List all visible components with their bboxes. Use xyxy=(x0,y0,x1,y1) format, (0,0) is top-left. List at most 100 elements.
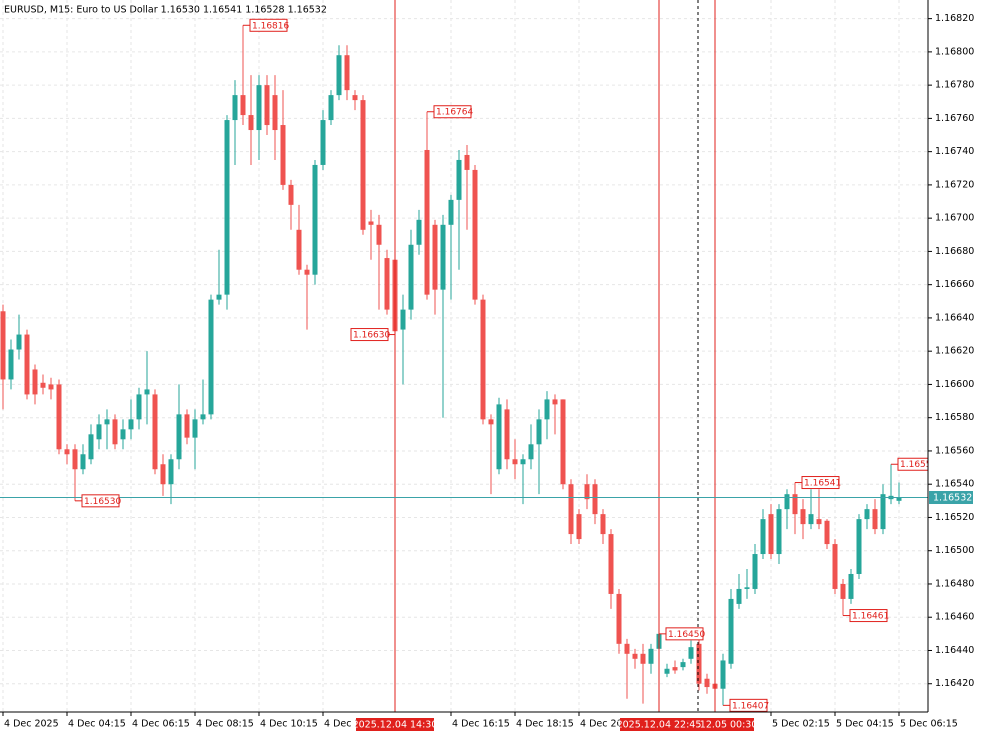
time-marker-label: 2025.12.05 00:30 xyxy=(673,720,758,731)
candle-body xyxy=(248,115,254,131)
x-tick-label: 5 Dec 02:15 xyxy=(772,719,830,730)
price-label: 1.16541 xyxy=(804,479,841,489)
candle-body xyxy=(136,394,142,420)
candle-body xyxy=(256,85,262,131)
candle-body xyxy=(816,519,822,525)
x-tick-label: 4 Dec 2025 xyxy=(4,719,59,730)
y-tick-label: 1.16780 xyxy=(935,80,974,91)
candle-body xyxy=(232,95,238,121)
candle-body xyxy=(104,419,110,425)
candle-body xyxy=(752,554,758,589)
x-tick-label: 4 Dec 06:15 xyxy=(132,719,190,730)
candle-body xyxy=(824,520,830,545)
price-label: 1.16461 xyxy=(852,612,889,622)
price-label-box xyxy=(350,328,389,342)
price-label-box xyxy=(81,494,120,508)
price-label-box xyxy=(433,105,472,119)
price-label: 1.16450 xyxy=(668,630,705,640)
candle-body xyxy=(152,394,158,470)
candle-body xyxy=(272,95,278,131)
price-label-box xyxy=(249,18,288,32)
candle-body xyxy=(608,534,614,594)
candle-body xyxy=(408,244,414,310)
x-tick-label: 4 Dec 18:15 xyxy=(516,719,574,730)
candle-body xyxy=(664,668,670,674)
candle-body xyxy=(48,384,54,390)
y-tick-label: 1.16460 xyxy=(935,612,974,623)
y-tick-label: 1.16680 xyxy=(935,246,974,257)
x-tick-label: 5 Dec 04:15 xyxy=(836,719,894,730)
candle-body xyxy=(872,509,878,530)
candle-body xyxy=(880,494,886,530)
candle-body xyxy=(176,414,182,460)
y-tick-label: 1.16500 xyxy=(935,545,974,556)
y-tick-label: 1.16760 xyxy=(935,113,974,124)
candle-body xyxy=(168,459,174,485)
candle-body xyxy=(312,164,318,275)
y-tick-label: 1.16440 xyxy=(935,645,974,656)
candle-body xyxy=(784,494,790,510)
x-tick-label: 4 Dec 20:15 xyxy=(580,719,638,730)
candle-body xyxy=(584,484,590,500)
candle-body xyxy=(128,419,134,430)
candle-body xyxy=(560,399,566,485)
candle-body xyxy=(296,229,302,270)
price-label: 1.16630 xyxy=(353,331,390,341)
candle-body xyxy=(728,598,734,664)
candle-body xyxy=(208,299,214,415)
price-label: 1.16407 xyxy=(732,701,769,711)
candle-body xyxy=(776,509,782,555)
candle-body xyxy=(8,349,14,380)
candle-body xyxy=(456,159,462,200)
plot-area: 1.16816 1.16764 1.16630 1.16530 1.16450 1.164… xyxy=(0,0,937,712)
price-label: 1.16764 xyxy=(436,108,473,118)
candle-body xyxy=(368,221,374,225)
price-label: 1.16552 xyxy=(900,460,937,470)
candle-body xyxy=(264,85,270,126)
price-label-box xyxy=(729,698,768,712)
y-tick-label: 1.16660 xyxy=(935,279,974,290)
candle-body xyxy=(24,334,30,395)
candle-body xyxy=(696,643,702,684)
price-label-box xyxy=(665,627,704,641)
candle-body xyxy=(56,384,62,450)
x-tick-label: 4 Dec 04:15 xyxy=(68,719,126,730)
candle-body xyxy=(832,544,838,589)
candle-body xyxy=(768,514,774,555)
candle-body xyxy=(760,519,766,555)
last-price-box xyxy=(929,491,973,505)
candle-body xyxy=(400,309,406,330)
candle-body xyxy=(544,399,550,420)
y-tick-label: 1.16540 xyxy=(935,479,974,490)
candle-body xyxy=(288,184,294,205)
candle-body xyxy=(360,100,366,230)
time-marker-label: 2025.12.04 14:30 xyxy=(353,720,438,731)
candle-body xyxy=(792,494,798,515)
candle-body xyxy=(432,224,438,290)
candle-body xyxy=(424,149,430,295)
candle-body xyxy=(320,120,326,165)
candle-body xyxy=(624,643,630,654)
candle-body xyxy=(504,409,510,460)
y-tick-label: 1.16740 xyxy=(935,146,974,157)
candle-body xyxy=(600,514,606,535)
candle-body xyxy=(184,414,190,438)
candle-body xyxy=(592,484,598,515)
y-tick-label: 1.16580 xyxy=(935,412,974,423)
candle-body xyxy=(512,459,518,465)
time-marker-box xyxy=(620,718,698,731)
candle-body xyxy=(488,419,494,425)
x-tick-label: 4 Dec 10:15 xyxy=(260,719,318,730)
candle-body xyxy=(688,647,694,659)
x-tick-label: 4 Dec 16:15 xyxy=(452,719,510,730)
y-tick-label: 1.16700 xyxy=(935,213,974,224)
x-tick-label: 4 Dec 08:15 xyxy=(196,719,254,730)
candle-body xyxy=(16,334,22,350)
candle-body xyxy=(808,514,814,525)
price-label-box xyxy=(801,476,840,490)
x-tick-label: 5 Dec 06:15 xyxy=(900,719,958,730)
candle-body xyxy=(144,389,150,395)
candle-body xyxy=(200,414,206,420)
